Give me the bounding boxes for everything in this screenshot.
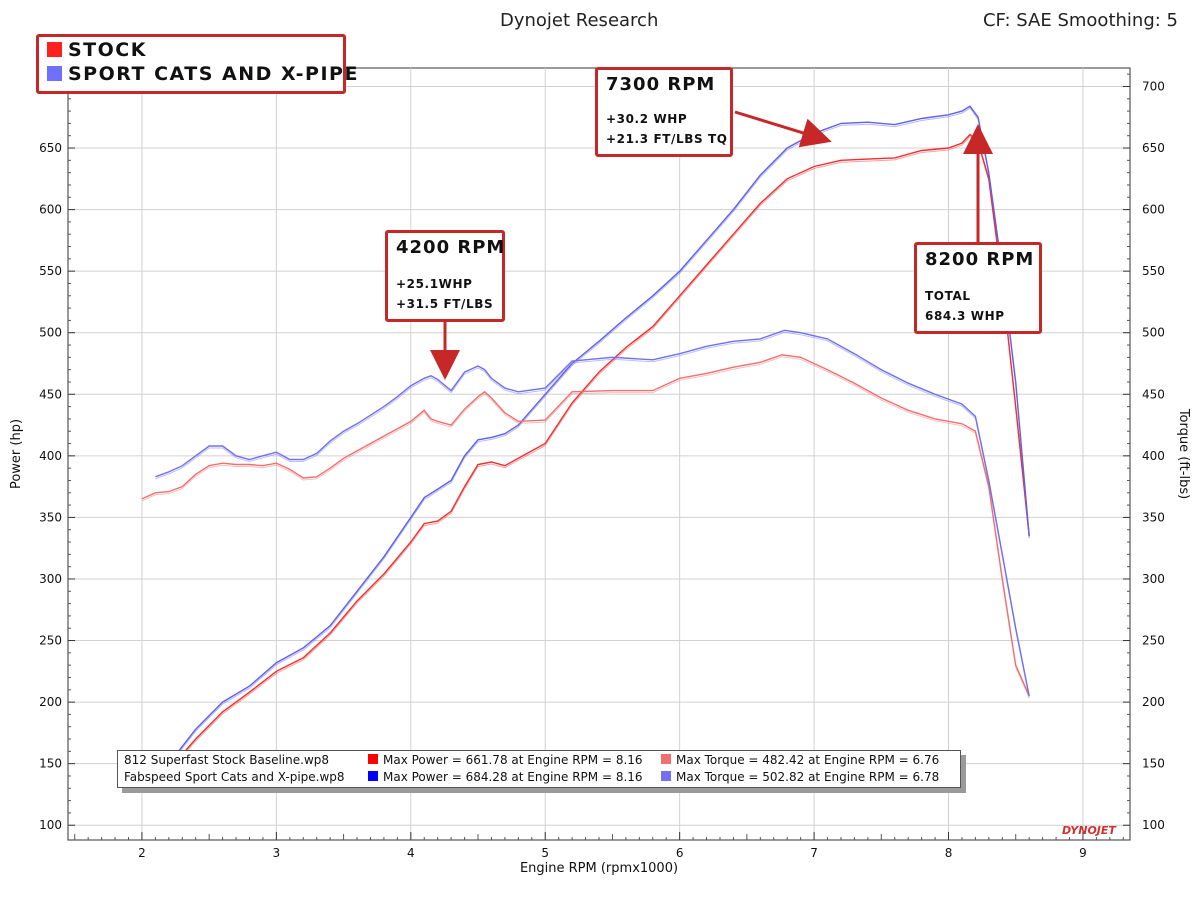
y2-tick-label: 550 [1142,264,1165,278]
legend-label-sport-cats: SPORT CATS AND X-PIPE [68,63,359,85]
max-torque-text: Max Torque = 502.82 at Engine RPM = 6.78 [676,770,940,784]
x-tick-label: 4 [407,846,415,860]
stat-swatch [368,754,378,764]
series-line-2 [141,354,1030,697]
plot-area [67,67,1131,841]
x-tick-label: 6 [676,846,684,860]
series-shadow-line-2 [141,356,1030,699]
y-tick-label: 300 [39,572,62,586]
dynojet-logo: DYNOJET [1062,824,1116,837]
legend-swatch-stock [47,42,62,57]
callout-line: +21.3 FT/LBS TQ [606,132,728,146]
callout-4200-rpm: 4200 RPM +25.1WHP +31.5 FT/LBS [385,230,505,322]
x-tick-label: 5 [541,846,549,860]
y-tick-label: 200 [39,695,62,709]
y-tick-label: 150 [39,757,62,771]
y-tick-label: 400 [39,449,62,463]
y-tick-label: 550 [39,264,62,278]
max-power-stat: Max Power = 661.78 at Engine RPM = 8.16 [368,753,643,767]
y-tick-label: 600 [39,203,62,217]
y-tick-label: 250 [39,634,62,648]
y-tick-label: 350 [39,510,62,524]
y2-tick-label: 600 [1142,203,1165,217]
legend: STOCK SPORT CATS AND X-PIPE [36,34,357,94]
arrow-7300-rpm [734,110,832,148]
callout-line: 684.3 WHP [925,309,1005,323]
callout-title: 4200 RPM [396,237,506,258]
run-file-label: 812 Superfast Stock Baseline.wp8 [124,753,330,767]
callout-title: 7300 RPM [606,74,716,95]
series-shadow-line-3 [155,331,1030,698]
max-power-stat: Max Power = 684.28 at Engine RPM = 8.16 [368,770,643,784]
run-info-box: 812 Superfast Stock Baseline.wp8 Max Pow… [117,750,961,788]
callout-line: +25.1WHP [396,277,473,291]
series-shadow-line-1 [148,107,1030,789]
x-tick-label: 9 [1079,846,1087,860]
y2-tick-label: 650 [1142,141,1165,155]
callout-title: 8200 RPM [925,249,1035,270]
y2-tick-label: 250 [1142,634,1165,648]
legend-label-stock: STOCK [68,39,147,61]
stat-swatch [661,771,671,781]
max-power-text: Max Power = 661.78 at Engine RPM = 8.16 [383,753,643,767]
series-line-0 [148,133,1030,792]
y2-tick-label: 150 [1142,757,1165,771]
y2-tick-label: 700 [1142,79,1165,93]
y-axis-label: Power (hp) [9,419,24,489]
callout-line: +30.2 WHP [606,112,688,126]
legend-item-sport-cats: SPORT CATS AND X-PIPE [47,63,359,85]
callout-7300-rpm: 7300 RPM +30.2 WHP +21.3 FT/LBS TQ [595,67,733,157]
y2-tick-label: 300 [1142,572,1165,586]
legend-item-stock: STOCK [47,39,147,61]
y2-tick-label: 200 [1142,695,1165,709]
x-axis-label: Engine RPM (rpmx1000) [520,861,678,876]
y-tick-label: 650 [39,141,62,155]
stat-swatch [368,771,378,781]
x-tick-label: 3 [273,846,281,860]
y2-tick-label: 500 [1142,326,1165,340]
max-torque-stat: Max Torque = 502.82 at Engine RPM = 6.78 [661,770,939,784]
x-tick-label: 2 [138,846,146,860]
stat-swatch [661,754,671,764]
callout-line: TOTAL [925,289,971,303]
y-tick-label: 450 [39,387,62,401]
callout-line: +31.5 FT/LBS [396,297,494,311]
x-tick-label: 7 [810,846,818,860]
series-line-1 [148,105,1030,787]
run-file-label: Fabspeed Sport Cats and X-pipe.wp8 [124,770,345,784]
y-tick-label: 100 [39,818,62,832]
legend-swatch-sport-cats [47,66,62,81]
y2-tick-label: 350 [1142,510,1165,524]
y2-tick-label: 450 [1142,387,1165,401]
max-torque-stat: Max Torque = 482.42 at Engine RPM = 6.76 [661,753,939,767]
y2-axis-label: Torque (ft-lbs) [1176,408,1191,499]
y2-tick-label: 400 [1142,449,1165,463]
series-line-3 [155,329,1030,697]
x-tick-label: 8 [945,846,953,860]
y2-tick-label: 100 [1142,818,1165,832]
series-shadow-line-0 [148,135,1030,794]
callout-8200-rpm: 8200 RPM TOTAL 684.3 WHP [914,242,1042,334]
max-torque-text: Max Torque = 482.42 at Engine RPM = 6.76 [676,753,940,767]
correction-factor-label: CF: SAE Smoothing: 5 [982,10,1178,31]
max-power-text: Max Power = 684.28 at Engine RPM = 8.16 [383,770,643,784]
chart-title: Dynojet Research [500,10,659,31]
y-tick-label: 500 [39,326,62,340]
